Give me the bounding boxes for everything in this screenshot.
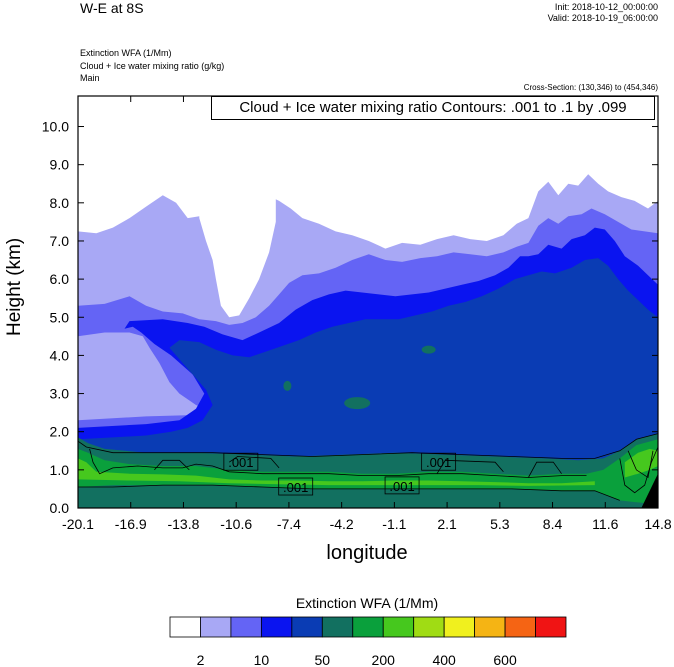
contour-line	[89, 448, 587, 478]
contour-lines	[77, 433, 659, 501]
subtitle-mixing-ratio: Cloud + Ice water mixing ratio (g/kg)	[80, 61, 225, 71]
contour-line	[627, 450, 654, 479]
colorbar-label: 10	[254, 652, 270, 667]
colorbar-label: 600	[493, 652, 517, 667]
contour-label: .001	[426, 455, 451, 470]
x-tick-label: 2.1	[437, 516, 457, 532]
x-axis-label: longitude	[326, 542, 408, 564]
colorbar-label: 2	[197, 652, 205, 667]
terrain	[641, 473, 658, 508]
band-level-0	[199, 96, 276, 318]
colorbar-swatch	[504, 616, 536, 638]
colorbar-swatch	[200, 616, 232, 638]
y-tick-label: 5.0	[50, 309, 70, 325]
axes: -20.1 -16.9 -13.8 -10.6 -7.4 -4.2 -1.1 2.1 5.3 8.…	[42, 96, 672, 532]
contour-line	[154, 459, 190, 471]
x-tick-label: 11.6	[592, 516, 618, 532]
cross-section-label: Cross-Section: (130,346) to (454,346)	[523, 83, 658, 92]
contour-line	[77, 433, 659, 459]
x-tick-label: -10.6	[220, 516, 252, 532]
colorbar-swatch	[413, 616, 445, 638]
x-tick-label: -4.2	[330, 516, 354, 532]
y-tick-label: 7.0	[50, 233, 70, 249]
contour-line	[528, 461, 562, 478]
teal-patch	[283, 380, 292, 391]
x-tick-label: -7.4	[277, 516, 301, 532]
contour-label-box	[384, 476, 420, 495]
colorbar-swatch	[443, 616, 476, 638]
y-tick-label: 8.0	[50, 195, 70, 211]
band-level-7	[78, 458, 595, 486]
colorbar-title: Extinction WFA (1/Mm)	[295, 595, 439, 611]
colorbar-swatch	[535, 616, 567, 638]
x-tick-label: 5.3	[490, 516, 510, 532]
contour-label-box	[421, 452, 457, 471]
y-tick-label: 9.0	[50, 157, 70, 173]
colorbar-swatch	[382, 616, 415, 638]
contour-label: .001	[389, 479, 414, 494]
contour-label-box	[278, 477, 314, 496]
contour-line	[619, 446, 659, 494]
y-tick-label: 2.0	[50, 424, 70, 440]
contour-label: .001	[228, 455, 253, 470]
y-tick-label: 3.0	[50, 386, 70, 402]
subtitle-extinction: Extinction WFA (1/Mm)	[80, 48, 172, 58]
colorbar-label: 200	[372, 652, 396, 667]
colorbar-swatch	[291, 616, 323, 638]
band-level-4	[78, 258, 658, 508]
band-level-5	[78, 433, 658, 508]
contour-label-box	[223, 452, 259, 471]
x-tick-label: -13.8	[167, 516, 199, 532]
contour-line	[436, 459, 504, 474]
colorbar-swatch	[474, 616, 506, 638]
colorbar-swatch	[260, 616, 293, 638]
colorbar-swatch	[321, 616, 354, 638]
plot-title: W-E at 8S	[80, 0, 144, 16]
y-tick-label: 1.0	[50, 462, 70, 478]
y-tick-label: 10.0	[42, 119, 69, 135]
x-tick-label: -16.9	[115, 516, 147, 532]
contour-labels: .001 .001 .001 .001	[223, 452, 457, 496]
teal-patch	[421, 345, 436, 354]
y-tick-label: 0.0	[50, 500, 70, 516]
plot-area	[78, 96, 658, 508]
y-tick-label: 6.0	[50, 271, 70, 287]
colorbar-label: 400	[432, 652, 456, 667]
x-tick-label: 8.4	[543, 516, 563, 532]
init-time: Init: 2018-10-12_00:00:00	[554, 2, 658, 12]
subtitle-domain: Main	[80, 73, 100, 83]
contour-label: .001	[283, 480, 308, 495]
y-axis-label: Height (km)	[4, 237, 25, 336]
band-level-1-patch	[78, 332, 213, 421]
colorbar-swatch	[169, 616, 201, 638]
colorbar-swatch	[352, 616, 384, 638]
contour-info-box: Cloud + Ice water mixing ratio Contours:…	[211, 96, 655, 120]
colorbar-swatch	[230, 616, 262, 638]
x-tick-label: -1.1	[382, 516, 406, 532]
colorbar: 2 10 50 200 400 600	[169, 616, 567, 667]
x-tick-label: -20.1	[62, 516, 94, 532]
teal-patch	[344, 397, 371, 410]
contour-line	[228, 456, 280, 469]
contour-line	[78, 484, 620, 501]
y-tick-label: 4.0	[50, 347, 70, 363]
band-level-7-right	[624, 448, 658, 478]
colorbar-label: 50	[315, 652, 331, 667]
band-level-6	[78, 439, 658, 505]
valid-time: Valid: 2018-10-19_06:00:00	[547, 13, 658, 23]
x-tick-label: 14.8	[644, 516, 671, 532]
